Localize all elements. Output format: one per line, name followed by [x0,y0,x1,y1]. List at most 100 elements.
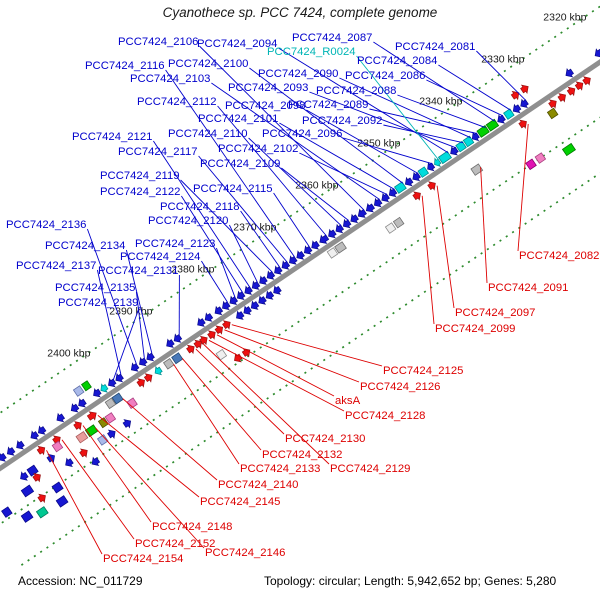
gene-label[interactable]: PCC7424_2128 [345,410,425,422]
gene-arrow[interactable] [518,118,530,130]
gene-label[interactable]: PCC7424_2139 [58,297,138,309]
gene-arrow[interactable] [511,103,523,115]
gene-arrow[interactable] [137,356,149,368]
gene-arrow[interactable] [106,428,118,440]
gene-box[interactable] [80,380,92,392]
gene-arrow[interactable] [0,452,7,464]
gene-arrow[interactable] [46,452,58,464]
gene-label[interactable]: PCC7424_2102 [218,143,298,155]
gene-arrow[interactable] [86,409,99,422]
gene-arrow[interactable] [91,387,103,399]
gene-label[interactable]: PCC7424_2137 [16,260,96,272]
gene-arrow[interactable] [249,300,261,312]
gene-box[interactable] [126,397,138,410]
gene-label[interactable]: PCC7424_2119 [100,170,180,182]
gene-arrow[interactable] [403,176,415,188]
gene-arrow[interactable] [18,471,30,483]
gene-arrow[interactable] [221,318,233,330]
gene-arrow[interactable] [235,290,247,302]
gene-box[interactable] [171,352,184,365]
gene-label[interactable]: PCC7424_2130 [285,433,365,445]
gene-arrow[interactable] [206,328,218,340]
gene-box[interactable] [561,142,576,157]
gene-label[interactable]: PCC7424_2082 [519,250,599,262]
gene-label[interactable]: PCC7424_2099 [435,323,515,335]
gene-arrow[interactable] [14,439,26,451]
gene-arrow[interactable] [202,312,214,324]
gene-arrow[interactable] [195,317,207,329]
gene-arrow[interactable] [54,412,66,424]
gene-arrow[interactable] [78,446,90,458]
gene-arrow[interactable] [582,74,594,86]
gene-label[interactable]: PCC7424_2087 [292,32,372,44]
gene-arrow[interactable] [214,323,226,335]
gene-box[interactable] [1,506,13,518]
gene-arrow[interactable] [519,83,531,95]
gene-label[interactable]: PCC7424_2101 [198,113,278,125]
gene-box[interactable] [84,424,99,438]
gene-label[interactable]: PCC7424_2124 [120,251,200,263]
gene-box[interactable] [104,412,117,424]
gene-arrow[interactable] [136,376,148,388]
gene-arrow[interactable] [5,446,17,458]
gene-label[interactable]: PCC7424_2103 [130,73,210,85]
gene-arrow[interactable] [256,295,268,307]
gene-box[interactable] [393,181,407,194]
gene-label[interactable]: PCC7424_2089 [288,99,368,111]
gene-box[interactable] [392,216,405,229]
gene-label[interactable]: PCC7424_2140 [218,479,298,491]
gene-label[interactable]: PCC7424_2154 [103,553,183,565]
gene-arrow[interactable] [547,97,559,109]
gene-box[interactable] [104,397,117,410]
gene-arrow[interactable] [144,351,156,363]
gene-label[interactable]: PCC7424_2088 [316,85,396,97]
gene-arrow[interactable] [364,202,376,215]
gene-arrow[interactable] [232,352,244,364]
gene-label[interactable]: aksA [335,395,361,407]
gene-arrow[interactable] [129,362,141,374]
gene-box[interactable] [546,107,559,120]
gene-arrow[interactable] [309,240,321,252]
gene-label[interactable]: PCC7424_2125 [383,365,463,377]
gene-label[interactable]: PCC7424_2120 [148,215,228,227]
gene-arrow[interactable] [271,285,283,297]
gene-arrow[interactable] [122,417,134,429]
gene-label[interactable]: PCC7424_2121 [72,131,152,143]
gene-arrow[interactable] [592,48,600,60]
gene-label[interactable]: PCC7424_2131 [98,265,178,277]
gene-arrow[interactable] [557,91,569,103]
gene-arrow[interactable] [227,295,239,307]
gene-box[interactable] [417,166,430,178]
gene-arrow[interactable] [510,89,522,101]
gene-box[interactable] [55,495,69,508]
gene-label[interactable]: PCC7424_2126 [360,381,440,393]
gene-arrow[interactable] [234,310,246,322]
gene-box[interactable] [20,510,34,523]
gene-label[interactable]: PCC7424_2091 [488,282,568,294]
gene-box[interactable] [215,348,228,361]
gene-box[interactable] [334,241,347,254]
gene-label[interactable]: PCC7424_2110 [168,128,248,140]
gene-label[interactable]: PCC7424_2086 [345,70,425,82]
gene-label[interactable]: PCC7424_2146 [205,547,285,559]
gene-arrow[interactable] [113,372,125,384]
gene-arrow[interactable] [220,300,232,312]
gene-label[interactable]: PCC7424_2109 [200,158,280,170]
gene-arrow[interactable] [348,213,360,225]
gene-box[interactable] [51,481,64,494]
gene-arrow[interactable] [37,492,49,504]
gene-box[interactable] [75,430,89,444]
gene-box[interactable] [525,158,537,171]
gene-arrow[interactable] [294,250,306,262]
gene-arrow[interactable] [106,377,118,389]
gene-label[interactable]: PCC7424_2097 [455,307,535,319]
gene-arrow[interactable] [272,265,284,277]
gene-label[interactable]: PCC7424_2100 [168,58,248,70]
gene-box[interactable] [20,484,35,498]
gene-box[interactable] [111,392,124,405]
gene-arrow[interactable] [317,233,330,246]
gene-box[interactable] [455,140,467,153]
gene-arrow[interactable] [302,245,314,257]
gene-arrow[interactable] [287,255,299,267]
gene-label[interactable]: PCC7424_2093 [228,82,308,94]
